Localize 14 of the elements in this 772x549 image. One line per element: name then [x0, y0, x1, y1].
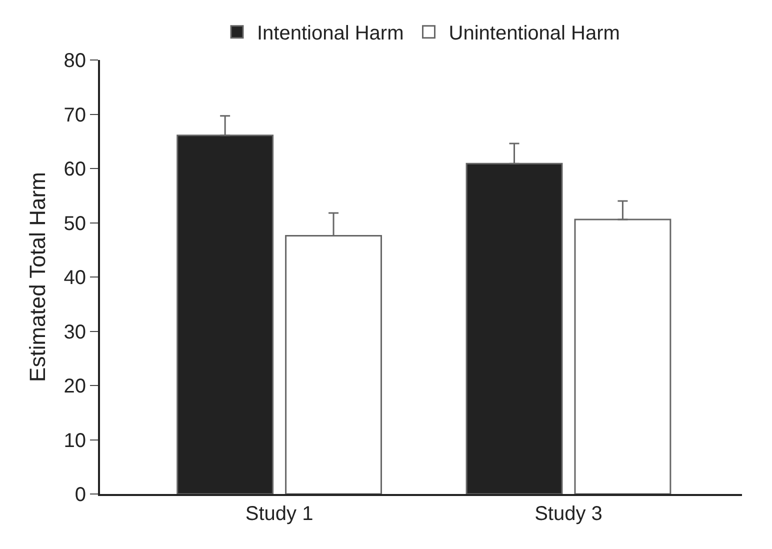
y-tick-label: 60: [64, 158, 86, 180]
y-tick-label: 10: [64, 430, 86, 452]
legend-label: Unintentional Harm: [448, 22, 620, 45]
y-tick-label: 70: [64, 104, 86, 126]
y-tick-label: 80: [64, 50, 86, 72]
y-tick-label: 0: [74, 484, 86, 506]
y-tick-label: 30: [64, 321, 86, 344]
x-tick-label: Study 1: [245, 503, 314, 525]
y-tick-label: 20: [64, 376, 86, 398]
y-tick-label: 50: [64, 212, 86, 235]
x-tick-label: Study 3: [534, 503, 602, 525]
y-axis-title: Estimated Total Harm: [25, 172, 50, 382]
legend-label: Intentional Harm: [257, 22, 404, 45]
y-tick-label: 40: [64, 267, 86, 289]
